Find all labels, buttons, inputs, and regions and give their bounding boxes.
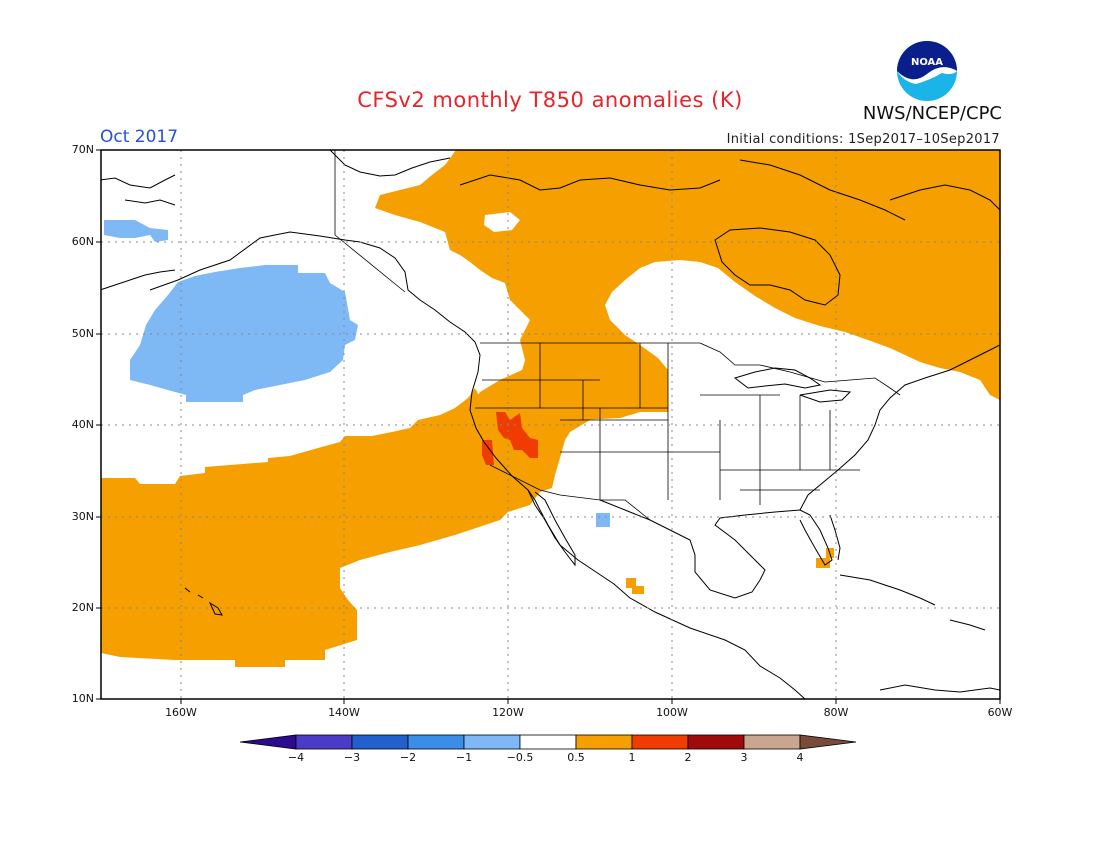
colorbar-label: −2 (399, 751, 417, 764)
colorbar-swatch (631, 734, 689, 750)
colorbar-label: 0.5 (567, 751, 585, 764)
colorbar-swatch (463, 734, 521, 750)
warm-anomaly-pacific (101, 388, 540, 667)
colorbar-label: −1 (455, 751, 473, 764)
colorbar-label: −3 (343, 751, 361, 764)
lat-label: 10N (71, 692, 94, 705)
lon-label: 100W (656, 706, 688, 719)
forecast-month: Oct 2017 (100, 127, 179, 147)
lat-label: 30N (71, 510, 94, 523)
lon-label: 160W (165, 706, 197, 719)
colorbar-swatch (295, 734, 353, 750)
lon-label: 60W (987, 706, 1013, 719)
colorbar-label: 3 (740, 751, 748, 764)
agency-label: NWS/NCEP/CPC (862, 103, 1002, 124)
lon-label: 140W (328, 706, 360, 719)
graticule (101, 150, 1000, 699)
anomaly-shading (101, 150, 1000, 667)
colorbar (239, 734, 857, 750)
colorbar-swatch (743, 734, 801, 750)
lat-label: 20N (71, 601, 94, 614)
colorbar-label: 1 (628, 751, 636, 764)
axis-ticks (96, 149, 1001, 704)
colorbar-upper-arrow (799, 734, 857, 750)
lon-label: 120W (492, 706, 524, 719)
colorbar-swatch (575, 734, 633, 750)
lat-label: 60N (71, 235, 94, 248)
noaa-logo: NOAA (897, 41, 957, 101)
lat-label: 70N (71, 143, 94, 156)
initial-conditions: Initial conditions: 1Sep2017–10Sep2017 (726, 132, 1000, 147)
noaa-logo-text: NOAA (911, 57, 943, 68)
cool-anomaly-north-pacific (130, 265, 358, 402)
cool-anomaly-bering (104, 220, 168, 242)
colorbar-label: 2 (684, 751, 692, 764)
lat-label: 40N (71, 418, 94, 431)
lon-label: 80W (823, 706, 849, 719)
colorbar-label: −0.5 (506, 751, 534, 764)
hot-anomaly-california (496, 412, 538, 458)
warm-anomaly-west-us (468, 345, 610, 492)
colorbar-swatch (351, 734, 409, 750)
political-borders (334, 150, 901, 521)
map-title: CFSv2 monthly T850 anomalies (K) (357, 88, 743, 112)
colorbar-label: −4 (287, 751, 305, 764)
colorbar-label: 4 (796, 751, 804, 764)
colorbar-lower-arrow (239, 734, 297, 750)
colorbar-swatch (407, 734, 465, 750)
coastlines (101, 150, 1000, 699)
lat-label: 50N (71, 327, 94, 340)
colorbar-swatch (687, 734, 745, 750)
colorbar-swatch (519, 734, 577, 750)
